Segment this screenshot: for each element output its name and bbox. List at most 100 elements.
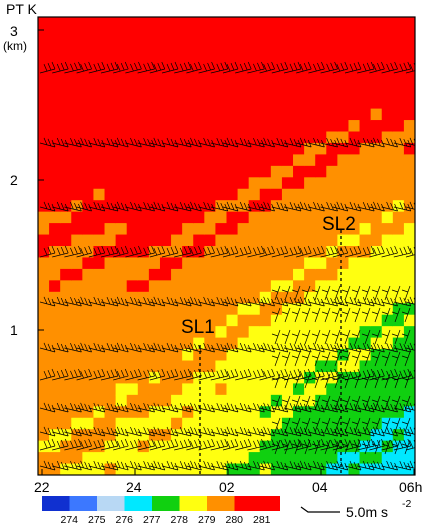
heatmap-cell: [104, 51, 117, 64]
wind-barb: [125, 368, 142, 381]
heatmap-cell: [93, 371, 106, 384]
heatmap-cell: [359, 280, 372, 293]
wind-barb: [361, 373, 371, 389]
heatmap-cell: [49, 417, 61, 430]
heatmap-cell: [270, 406, 283, 419]
heatmap-cell: [171, 326, 183, 339]
heatmap-cell: [248, 337, 261, 350]
heatmap-cell: [326, 51, 338, 64]
heatmap-cell: [148, 120, 161, 133]
heatmap-cell: [270, 188, 283, 201]
heatmap-cell: [293, 234, 305, 247]
heatmap-cell: [115, 234, 128, 247]
heatmap-cell: [281, 383, 294, 396]
heatmap-cell: [159, 177, 172, 190]
heatmap-cell: [148, 360, 161, 373]
heatmap-cell: [93, 17, 106, 30]
heatmap-cell: [293, 120, 305, 133]
heatmap-cell: [259, 131, 272, 144]
heatmap-cell: [49, 188, 61, 201]
heatmap-cell: [226, 177, 239, 190]
heatmap-cell: [93, 142, 106, 155]
wind-barb: [381, 245, 398, 258]
heatmap-cell: [370, 211, 383, 224]
heatmap-cell: [82, 463, 95, 475]
heatmap-cell: [237, 383, 250, 396]
heatmap-cell: [326, 131, 338, 144]
heatmap-cell: [159, 108, 172, 121]
heatmap-cell: [38, 223, 50, 236]
wind-barb: [100, 438, 119, 451]
heatmap-cell: [326, 154, 338, 167]
heatmap-cell: [259, 211, 272, 224]
heatmap-cell: [126, 74, 139, 87]
heatmap-cell: [71, 394, 83, 407]
heatmap-cell: [237, 17, 250, 30]
heatmap-cell: [326, 360, 338, 373]
heatmap-cell: [270, 394, 283, 407]
heatmap-cell: [403, 326, 415, 339]
heatmap-cell: [148, 383, 161, 396]
heatmap-cell: [193, 452, 205, 465]
heatmap-cell: [392, 177, 405, 190]
heatmap-cell: [259, 383, 272, 396]
heatmap-cell: [270, 371, 283, 384]
heatmap-cell: [281, 234, 294, 247]
wind-barb: [161, 61, 179, 74]
heatmap-cell: [204, 406, 217, 419]
heatmap-cell: [326, 234, 338, 247]
heatmap-cell: [248, 17, 261, 30]
wind-barb: [405, 62, 415, 74]
wind-barb: [357, 296, 375, 307]
heatmap-cell: [326, 17, 338, 30]
heatmap-cell: [148, 39, 161, 52]
wind-barb: [222, 438, 239, 451]
wind-barb: [371, 373, 381, 389]
heatmap-cell: [281, 177, 294, 190]
heatmap-cell: [82, 51, 95, 64]
heatmap-cell: [60, 211, 72, 224]
heatmap-cell: [159, 429, 172, 442]
heatmap-cell: [370, 142, 383, 155]
heatmap-cell: [126, 349, 139, 362]
heatmap-cell: [293, 268, 305, 281]
wind-barb: [259, 61, 275, 74]
heatmap-cell: [204, 303, 217, 316]
wind-barb: [247, 137, 265, 148]
heatmap-cell: [71, 142, 83, 155]
heatmap-cell: [93, 154, 106, 167]
wind-barb: [321, 307, 331, 323]
wind-barb: [391, 307, 401, 323]
heatmap-cell: [93, 280, 106, 293]
wind-barb: [222, 368, 239, 381]
wind-barb: [405, 439, 415, 451]
heatmap-cell: [126, 17, 139, 30]
heatmap-cell: [82, 417, 95, 430]
heatmap-cell: [49, 165, 61, 178]
heatmap-cell: [392, 452, 405, 465]
heatmap-cell: [381, 188, 394, 201]
heatmap-cell: [315, 177, 327, 190]
heatmap-cell: [159, 120, 172, 133]
heatmap-cell: [403, 85, 415, 98]
heatmap-cell: [381, 303, 394, 316]
wind-barb: [174, 438, 192, 451]
heatmap-cell: [104, 349, 117, 362]
heatmap-cell: [337, 120, 350, 133]
wind-barb: [137, 201, 155, 212]
wind-barb: [291, 439, 301, 455]
heatmap-cell: [71, 303, 83, 316]
heatmap-cell: [226, 394, 239, 407]
heatmap-cell: [281, 142, 294, 155]
heatmap-cell: [281, 257, 294, 270]
heatmap-cell: [392, 51, 405, 64]
heatmap-cell: [182, 257, 194, 270]
wind-barb: [301, 439, 311, 455]
heatmap-cell: [315, 74, 327, 87]
heatmap-cell: [392, 74, 405, 87]
wind-barb: [100, 402, 119, 413]
heatmap-cell: [82, 188, 95, 201]
heatmap-cell: [60, 383, 72, 396]
heatmap-cell: [159, 28, 172, 41]
heatmap-cell: [137, 97, 150, 110]
